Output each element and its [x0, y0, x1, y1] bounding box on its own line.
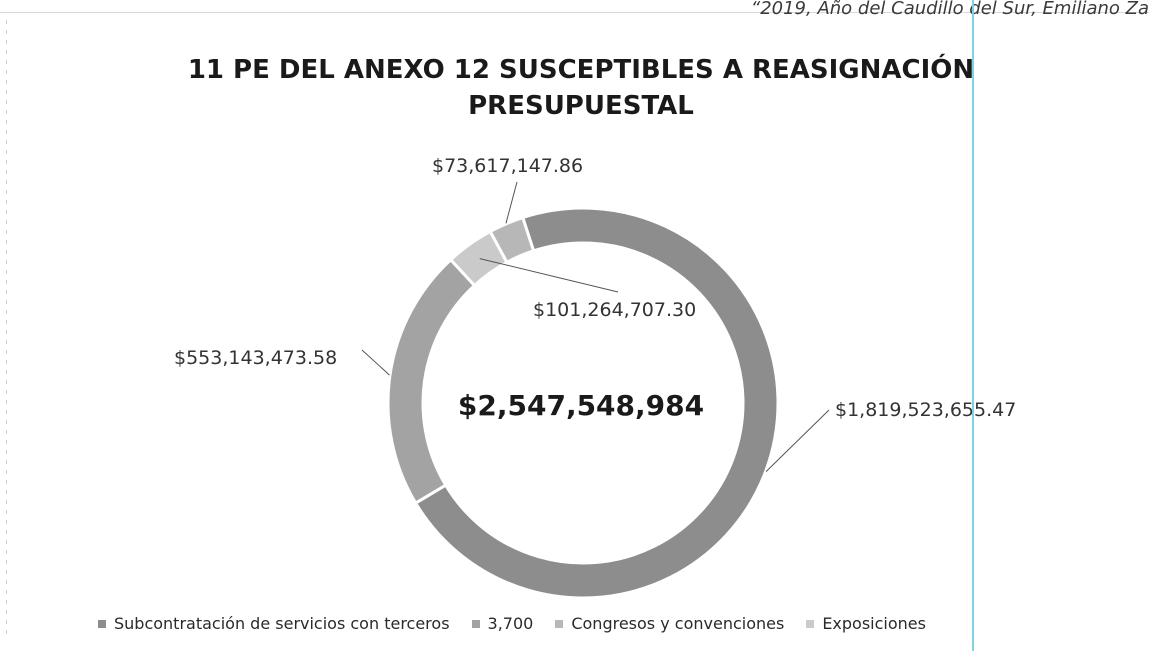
- legend-label-4: Exposiciones: [822, 614, 926, 633]
- header-divider: [0, 12, 1149, 13]
- legend-swatch-1: [98, 619, 106, 628]
- legend-label-3: Congresos y convenciones: [571, 614, 785, 633]
- donut-slice-1: [413, 206, 780, 600]
- legend-item-4: Exposiciones: [806, 614, 926, 633]
- data-label-3: $73,617,147.86: [432, 155, 583, 177]
- legend-label-2: 3,700: [487, 614, 534, 633]
- data-label-2: $553,143,473.58: [174, 347, 337, 369]
- legend-label-1: Subcontratación de servicios con tercero…: [114, 614, 450, 633]
- left-margin-dots: [6, 20, 7, 640]
- donut-slice-3: [488, 215, 536, 265]
- leader-line-1: [765, 409, 830, 473]
- header-quote: “2019, Año del Caudillo del Sur, Emilian…: [750, 0, 1149, 19]
- chart-title: 11 PE DEL ANEXO 12 SUSCEPTIBLES A REASIG…: [187, 55, 975, 121]
- legend-item-2: 3,700: [471, 614, 534, 633]
- donut-slice-2: [386, 257, 477, 506]
- data-label-1: $1,819,523,655.47: [835, 399, 1016, 421]
- center-total-label: $2,547,548,984: [458, 389, 704, 422]
- leader-line-3: [505, 181, 518, 224]
- legend-swatch-3: [555, 619, 564, 628]
- leader-line-2: [361, 349, 390, 376]
- legend-item-3: Congresos y convenciones: [555, 614, 784, 633]
- leader-line-4: [479, 258, 619, 293]
- legend-item-1: Subcontratación de servicios con tercero…: [98, 614, 450, 633]
- data-label-4: $101,264,707.30: [533, 299, 696, 321]
- legend-swatch-4: [806, 619, 815, 628]
- chart-legend: Subcontratación de servicios con tercero…: [98, 614, 948, 633]
- legend-swatch-2: [471, 619, 480, 628]
- vertical-guide-line: [972, 0, 974, 651]
